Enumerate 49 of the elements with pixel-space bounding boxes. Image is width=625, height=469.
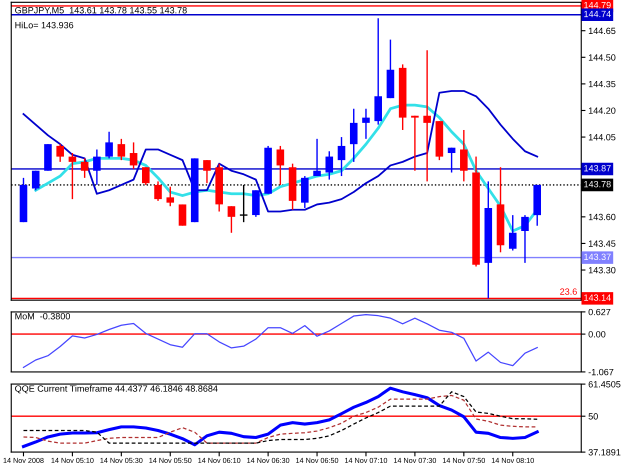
y-tick-label: 143.30 <box>588 266 616 274</box>
y-tick-label: 144.05 <box>588 134 616 140</box>
candlestick <box>350 108 358 163</box>
y-tick-label: 37.1891 <box>588 449 620 456</box>
y-tick-label: 144.35 <box>588 80 616 88</box>
candlestick <box>276 145 284 186</box>
chart-title: GBPJPY,M5 143.61 143.78 143.55 143.78 <box>15 7 187 15</box>
y-tick-label: -1.067 <box>588 368 614 376</box>
y-tick-label: 50 <box>588 413 598 420</box>
candlestick <box>203 159 211 184</box>
ref-line-label: 143.14 <box>584 294 611 301</box>
y-tick-label: 61.4505 <box>588 381 620 388</box>
candlestick <box>105 131 113 160</box>
ref-line-label: 143.87 <box>584 165 611 172</box>
chart-title: MoM -0.3800 <box>15 313 70 320</box>
y-tick-label: 144.65 <box>588 28 616 34</box>
candlestick <box>228 206 236 234</box>
candlestick <box>80 158 88 179</box>
candlestick <box>32 170 40 191</box>
y-tick-label: 144.50 <box>588 54 616 61</box>
y-tick-label: 143.45 <box>588 240 616 247</box>
ref-line-label: 143.37 <box>584 254 611 260</box>
candlestick <box>154 180 162 202</box>
y-tick-label: 143.60 <box>588 214 616 220</box>
candlestick <box>142 166 150 186</box>
ref-line-label: 143.78 <box>584 180 611 188</box>
y-tick-label: 0.627 <box>588 308 610 316</box>
candlestick <box>448 147 456 174</box>
candlestick <box>313 138 321 177</box>
candlestick <box>130 142 138 170</box>
candlestick <box>68 152 76 200</box>
candlestick <box>338 136 346 177</box>
y-tick-label: 0.00 <box>588 331 606 338</box>
candlestick <box>166 186 174 207</box>
candlestick <box>56 143 64 163</box>
ref-line-label: 144.79 <box>584 2 611 8</box>
candlestick <box>423 50 431 182</box>
candlestick <box>521 214 529 264</box>
candlestick <box>362 108 370 140</box>
candlestick <box>325 150 334 180</box>
annotation: 23.6 <box>560 288 577 295</box>
y-tick-label: 144.20 <box>588 107 616 114</box>
candlestick <box>460 129 468 182</box>
candlestick <box>93 148 101 186</box>
candlestick <box>118 138 126 161</box>
candlestick <box>508 214 517 252</box>
ref-line-label: 144.74 <box>584 10 611 18</box>
annotation: HiLo= 143.936 <box>15 22 74 28</box>
chart-title: QQE Current Timeframe 44.4377 46.1846 48.8684 <box>15 385 218 394</box>
